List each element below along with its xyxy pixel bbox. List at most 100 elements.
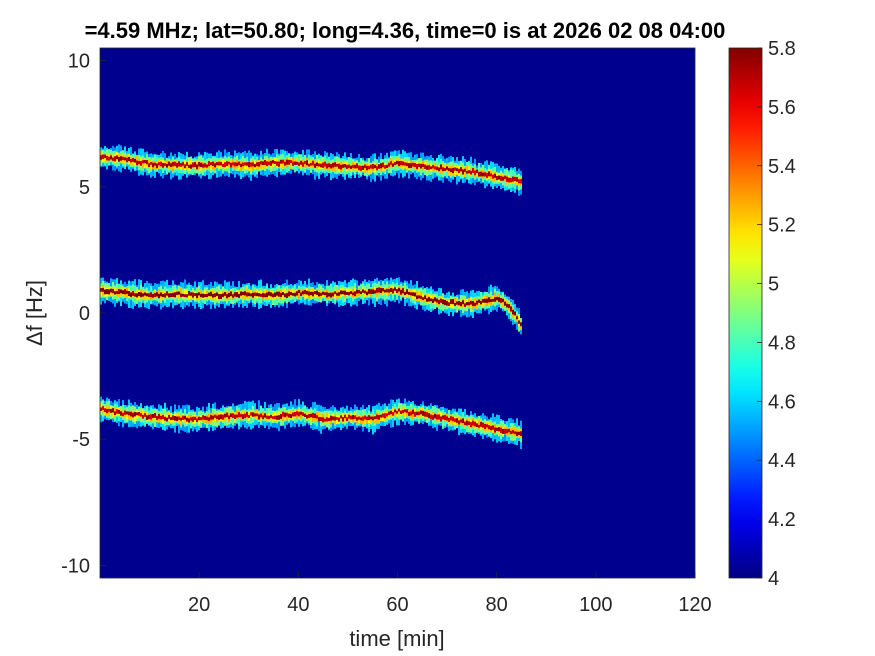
trace-cell [378, 164, 380, 169]
trace-cell [170, 163, 172, 167]
trace-cell [132, 158, 134, 162]
trace-cell [260, 413, 262, 418]
trace-cell [478, 424, 480, 428]
trace-cell [210, 162, 212, 170]
trace-cell [500, 427, 502, 433]
trace-cell [158, 162, 160, 166]
trace-cell [308, 163, 310, 167]
trace-cell [148, 414, 150, 420]
trace-cell [356, 289, 358, 294]
trace-cell [458, 301, 460, 306]
trace-cell [350, 415, 352, 420]
trace-cell [246, 292, 248, 297]
trace-cell [366, 165, 368, 171]
trace-cell [492, 425, 494, 430]
trace-cell [206, 164, 208, 168]
trace-cell [384, 289, 386, 293]
trace-cell [516, 431, 518, 436]
trace-cell [200, 417, 202, 421]
trace-cell [430, 295, 432, 301]
trace-cell [268, 415, 270, 420]
trace-cell [358, 290, 360, 294]
plot-background [100, 48, 695, 578]
trace-cell [302, 290, 304, 295]
trace-cell [278, 291, 280, 297]
trace-cell [474, 302, 476, 307]
trace-cell [166, 414, 168, 421]
trace-cell [446, 166, 448, 170]
trace-cell [196, 418, 198, 422]
trace-cell [470, 422, 472, 428]
trace-cell [222, 164, 224, 167]
trace-cell [214, 293, 216, 298]
trace-cell [452, 300, 454, 309]
trace-cell [402, 161, 404, 166]
trace-cell [146, 293, 148, 297]
trace-cell [198, 292, 200, 296]
trace-cell [346, 164, 348, 169]
trace-cell [242, 291, 244, 295]
trace-cell [366, 416, 368, 420]
trace-cell [392, 163, 394, 167]
trace-cell [488, 297, 490, 303]
y-axis-ticks: -10 -5 0 5 10 [61, 51, 106, 577]
trace-cell [184, 415, 186, 424]
trace-cell [302, 412, 304, 417]
trace-cell [456, 418, 458, 423]
trace-cell [262, 411, 264, 419]
trace-cell [182, 293, 184, 297]
trace-cell [348, 164, 350, 168]
trace-cell [154, 292, 156, 297]
trace-cell [162, 162, 164, 168]
trace-cell [406, 409, 408, 417]
trace-cell [380, 414, 382, 418]
trace-cell [216, 415, 218, 419]
trace-cell [214, 414, 216, 418]
trace-cell [328, 163, 330, 168]
trace-cell [290, 292, 292, 296]
trace-cell [192, 162, 194, 168]
trace-cell [234, 292, 236, 297]
trace-cell [452, 299, 454, 305]
trace-cell [334, 162, 336, 167]
trace-cell [262, 293, 264, 298]
trace-cell [240, 163, 242, 167]
trace-cell [158, 289, 160, 298]
trace-cell [334, 163, 336, 172]
trace-cell [272, 160, 274, 164]
trace-cell [410, 163, 412, 168]
trace-cell [210, 291, 212, 297]
trace-cell [402, 288, 404, 294]
trace-cell [382, 287, 384, 296]
trace-cell [396, 410, 398, 414]
trace-cell [290, 159, 292, 169]
trace-cell [218, 414, 220, 420]
trace-cell [100, 288, 102, 292]
trace-cell [376, 163, 378, 169]
trace-cell [262, 160, 264, 171]
trace-cell [336, 417, 338, 420]
trace-cell [464, 168, 466, 172]
colorbar-ticks: 4 4.2 4.4 4.6 4.8 5 5.2 5.4 5.6 5.8 [757, 38, 796, 590]
colorbar-tick-label: 5 [768, 274, 779, 296]
trace-cell [286, 293, 288, 298]
trace-cell [166, 291, 168, 296]
trace-cell [142, 414, 144, 419]
trace-cell [182, 415, 184, 420]
trace-cell [342, 417, 344, 422]
trace-cell [326, 163, 328, 169]
trace-cell [474, 297, 476, 308]
trace-cell [138, 292, 140, 297]
trace-cell [276, 161, 278, 166]
trace-cell [414, 411, 416, 417]
trace-cell [438, 414, 440, 420]
trace-cell [242, 414, 244, 419]
trace-cell [124, 157, 126, 161]
trace-cell [374, 290, 376, 294]
trace-cell [166, 160, 168, 167]
trace-cell [284, 293, 286, 298]
trace-cell [228, 415, 230, 420]
y-tick-label: 5 [79, 177, 90, 199]
trace-cell [360, 417, 362, 421]
trace-cell [208, 161, 210, 167]
